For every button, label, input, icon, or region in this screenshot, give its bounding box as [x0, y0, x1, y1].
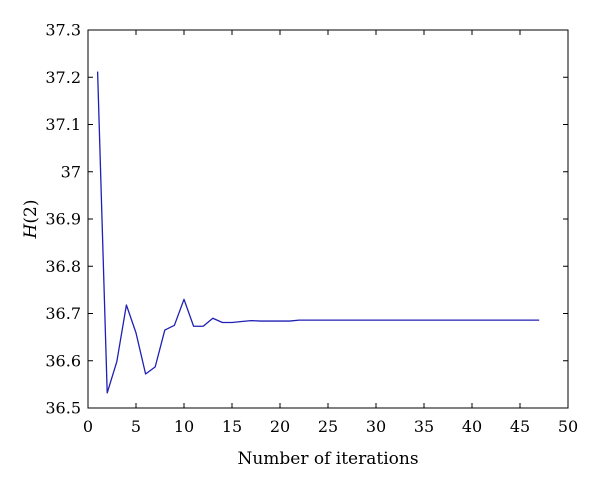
x-tick-label: 25: [318, 417, 338, 436]
x-tick-label: 15: [222, 417, 242, 436]
y-tick-label: 37: [61, 162, 81, 181]
x-tick-label: 5: [131, 417, 141, 436]
x-tick-label: 50: [558, 417, 578, 436]
x-tick-label: 30: [366, 417, 386, 436]
y-axis-label-symbol: H: [21, 222, 41, 239]
axes-box: [87, 29, 569, 409]
x-tick-label: 40: [462, 417, 482, 436]
y-axis-label-argument: (2): [21, 200, 41, 224]
y-tick-label: 36.7: [45, 304, 81, 323]
y-tick-label: 37.2: [45, 68, 81, 87]
x-tick-label: 20: [270, 417, 290, 436]
x-tick-label: 35: [414, 417, 434, 436]
y-axis-label: H(2): [21, 200, 41, 240]
tick-label-layer: 0 5 10 15 20 25 30 35 40 45 50 36.5 36.6 36.7 36.8 36.9…: [45, 21, 578, 437]
series-layer: [96, 71, 540, 394]
y-tick-label: 36.5: [45, 399, 81, 418]
y-tick-label: 36.8: [45, 257, 81, 276]
y-tick-label: 37.3: [45, 21, 81, 40]
y-tick-label: 36.6: [45, 351, 81, 370]
plot-area: [88, 30, 568, 408]
x-tick-label: 45: [510, 417, 530, 436]
x-tick-label: 10: [174, 417, 194, 436]
y-tick-label: 36.9: [45, 210, 81, 229]
series-line-1: [96, 71, 540, 394]
x-tick-label: 0: [83, 417, 93, 436]
x-axis-label: Number of iterations: [237, 449, 418, 469]
y-tick-label: 37.1: [45, 115, 81, 134]
